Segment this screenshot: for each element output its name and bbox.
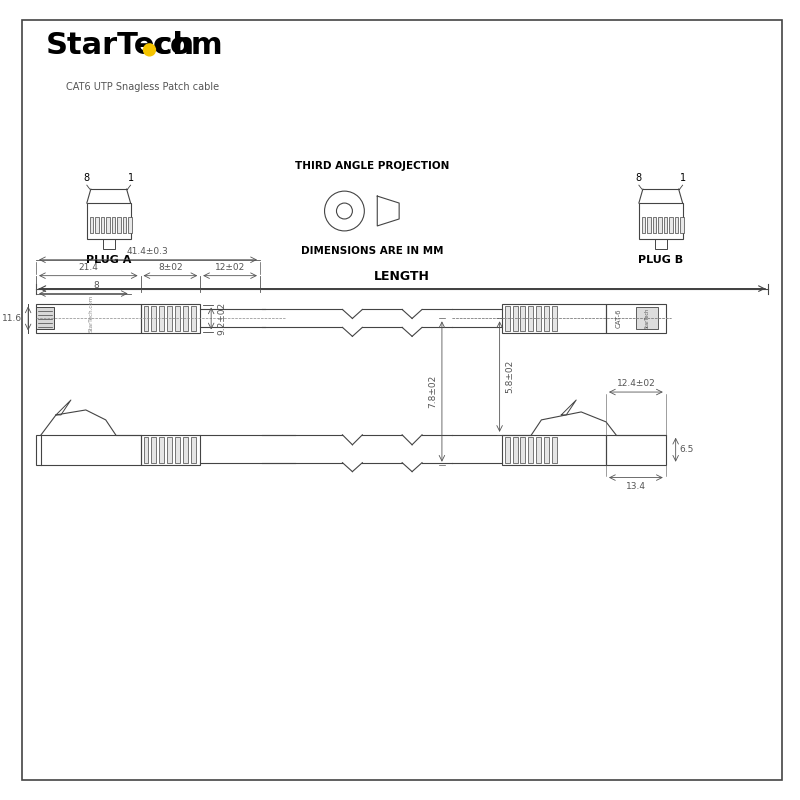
Bar [159, 437, 165, 462]
Bar [90, 217, 94, 233]
Text: 8: 8 [84, 173, 90, 183]
Bar [654, 239, 666, 249]
Text: StarTech: StarTech [644, 308, 650, 329]
Bar [642, 217, 646, 233]
Bar [151, 306, 157, 331]
Bar [502, 303, 606, 334]
Bar [513, 306, 518, 331]
Bar [658, 217, 662, 233]
Bar [128, 217, 131, 233]
Text: CAT6 UTP Snagless Patch cable: CAT6 UTP Snagless Patch cable [66, 82, 219, 92]
Text: 6.5: 6.5 [680, 446, 694, 454]
Text: StarTech: StarTech [46, 31, 195, 60]
Text: 21.4: 21.4 [78, 262, 98, 272]
Bar [664, 217, 667, 233]
Text: 7.8±02: 7.8±02 [428, 375, 437, 408]
Bar [106, 217, 110, 233]
Bar [36, 303, 141, 334]
Bar [513, 437, 518, 462]
Bar [183, 437, 188, 462]
Text: com: com [153, 31, 223, 60]
Bar [175, 306, 180, 331]
Bar [505, 437, 510, 462]
Bar [552, 437, 558, 462]
Bar [143, 306, 149, 331]
Bar [175, 437, 180, 462]
Text: 8±02: 8±02 [158, 262, 182, 272]
Bar [670, 217, 673, 233]
Text: 8: 8 [93, 281, 98, 290]
Bar [151, 437, 157, 462]
Text: 9.2±02: 9.2±02 [217, 302, 226, 335]
Text: StarTech.com: StarTech.com [88, 295, 94, 332]
Bar [529, 437, 534, 462]
Text: CAT-6: CAT-6 [616, 309, 622, 328]
Text: 8: 8 [636, 173, 642, 183]
Bar [521, 437, 526, 462]
Text: 12±02: 12±02 [215, 262, 245, 272]
Bar [95, 217, 98, 233]
Bar [102, 239, 114, 249]
Bar [505, 306, 510, 331]
Text: 41.4±0.3: 41.4±0.3 [126, 246, 168, 256]
Bar [544, 306, 550, 331]
Bar [143, 437, 149, 462]
Text: 13.4: 13.4 [626, 482, 646, 490]
Bar [529, 306, 534, 331]
Bar [537, 306, 542, 331]
Circle shape [143, 44, 155, 56]
Text: LENGTH: LENGTH [374, 270, 430, 282]
Bar [653, 217, 656, 233]
Bar [167, 437, 172, 462]
Bar [606, 435, 666, 465]
Bar [680, 217, 684, 233]
Bar [674, 217, 678, 233]
Bar [639, 203, 682, 239]
Bar [87, 203, 130, 239]
Text: 12.4±02: 12.4±02 [617, 379, 655, 388]
Bar [36, 307, 54, 330]
Bar [521, 306, 526, 331]
Bar [191, 306, 196, 331]
Bar [36, 435, 141, 465]
Text: 11.6: 11.6 [2, 314, 22, 323]
Bar [159, 306, 165, 331]
Bar [117, 217, 121, 233]
Bar [606, 303, 666, 334]
Bar [552, 306, 558, 331]
Bar [191, 437, 196, 462]
Bar [502, 435, 606, 465]
Bar [183, 306, 188, 331]
Bar [167, 306, 172, 331]
Text: 5.8±02: 5.8±02 [506, 360, 514, 394]
Bar [647, 217, 650, 233]
Bar [101, 217, 104, 233]
Bar [544, 437, 550, 462]
Bar [636, 307, 658, 330]
Bar [122, 217, 126, 233]
Text: DIMENSIONS ARE IN MM: DIMENSIONS ARE IN MM [301, 246, 443, 256]
Text: 1: 1 [679, 173, 686, 183]
Text: 1: 1 [127, 173, 134, 183]
Bar [112, 217, 115, 233]
Text: PLUG A: PLUG A [86, 254, 131, 265]
Bar [141, 435, 200, 465]
Text: PLUG B: PLUG B [638, 254, 683, 265]
Bar [141, 303, 200, 334]
Text: THIRD ANGLE PROJECTION: THIRD ANGLE PROJECTION [295, 162, 450, 171]
Bar [537, 437, 542, 462]
